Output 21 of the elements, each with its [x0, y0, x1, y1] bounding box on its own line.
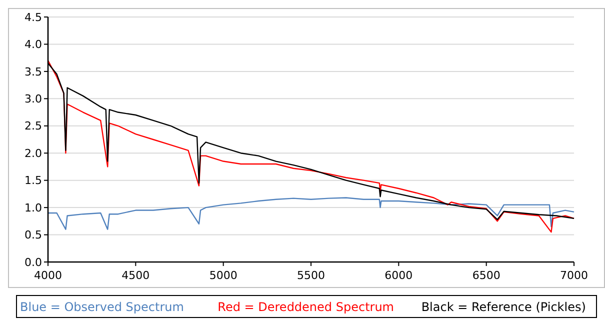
x-tick-label: 6000	[384, 269, 413, 282]
y-tick-label: 0.5	[24, 228, 42, 242]
text: Red = Dereddened Spectrum	[218, 300, 394, 314]
y-tick-label: 2.5	[24, 120, 42, 133]
y-tick-label: 1.5	[24, 174, 42, 188]
x-tick-label: 7000	[560, 269, 588, 282]
y-tick-label: 1.0	[24, 201, 42, 214]
x-tick-label: 5000	[209, 269, 238, 282]
x-tick-label: 5500	[297, 269, 325, 282]
x-tick-label: 4500	[122, 269, 150, 282]
x-tick-label: 6500	[472, 269, 500, 282]
y-tick-label: 4.0	[24, 38, 42, 52]
x-tick-label: 4000	[34, 269, 62, 282]
text: Blue = Observed Spectrum	[20, 300, 184, 314]
y-tick-label: 0.0	[24, 256, 42, 269]
line-series	[47, 197, 575, 230]
text: Black = Reference (Pickles)	[421, 300, 586, 314]
y-tick-label: 3.0	[24, 92, 42, 106]
y-tick-label: 4.5	[24, 10, 42, 24]
y-tick-label: 3.5	[24, 65, 42, 78]
y-tick-label: 2.0	[24, 146, 42, 160]
